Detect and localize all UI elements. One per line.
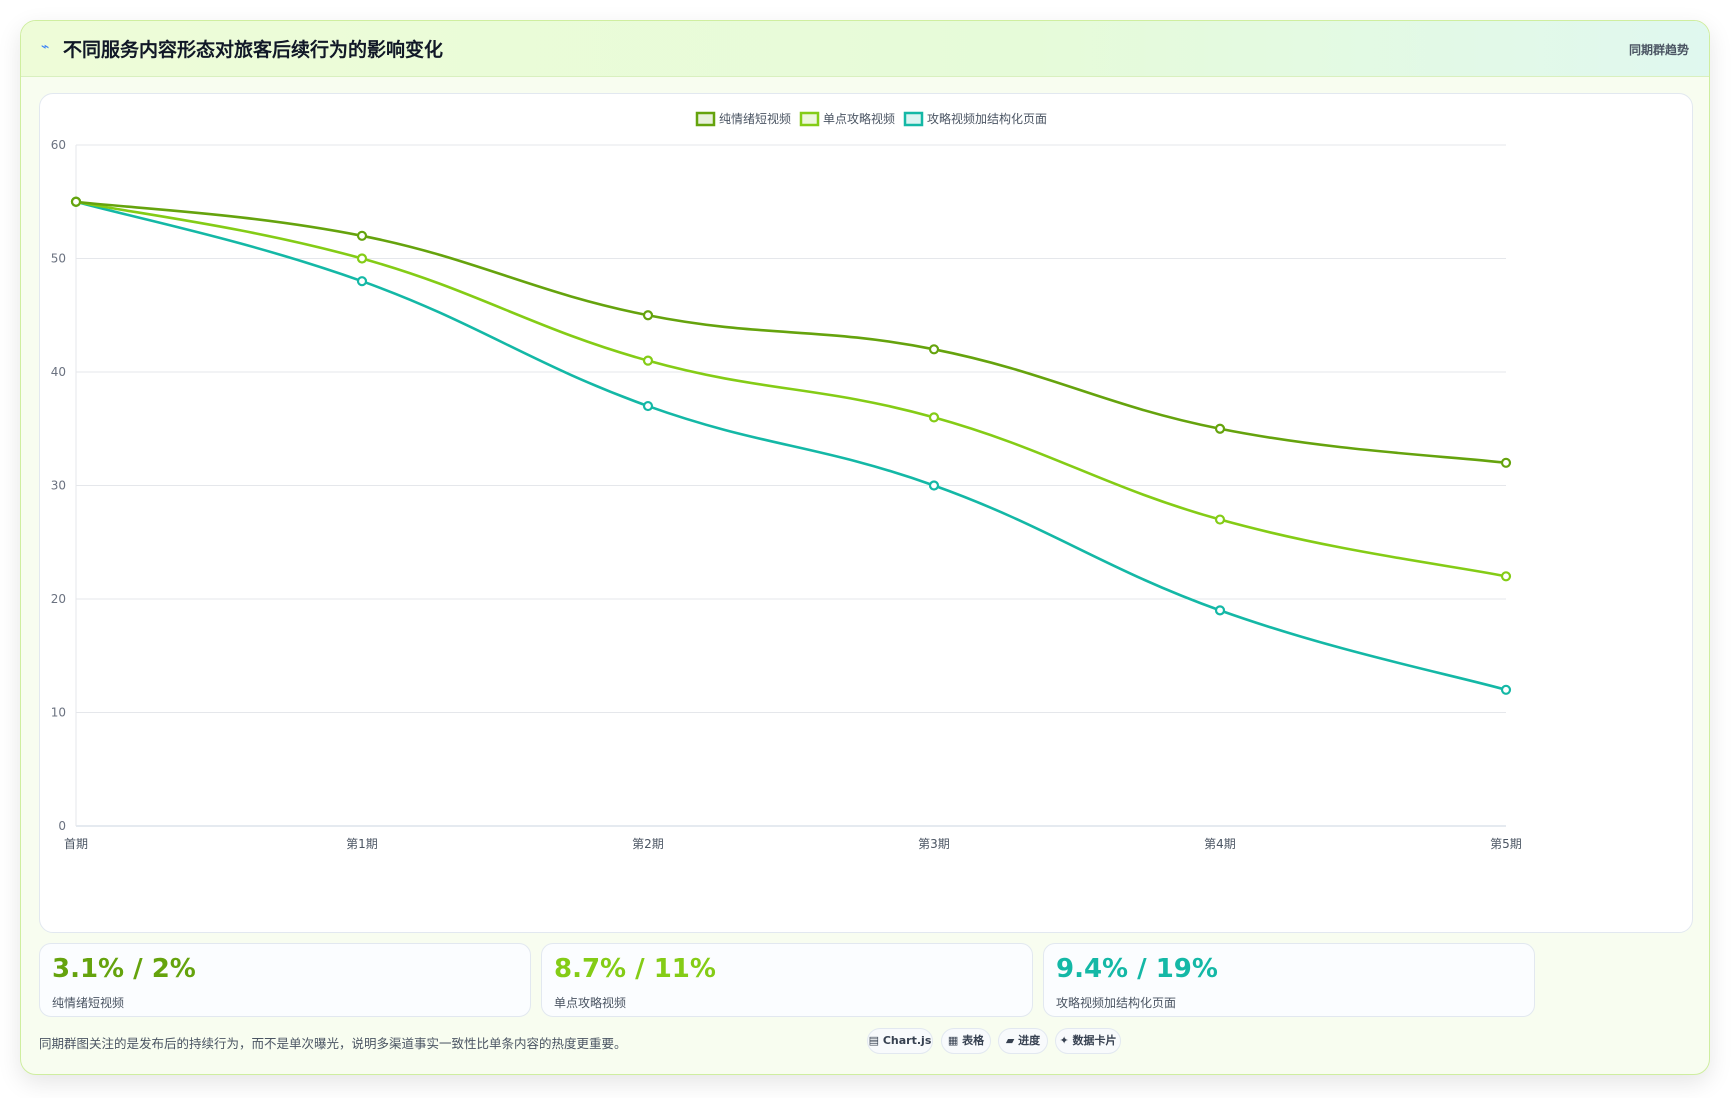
chip-label: 进度 [1018, 1034, 1041, 1047]
cohort-trend-tag: 同期群趋势 [1628, 43, 1689, 57]
stat-card-emotional: 3.1% / 2% 纯情绪短视频 [39, 943, 531, 1017]
data-point [1500, 684, 1512, 695]
lightning-icon: ⌁ [41, 39, 50, 55]
chip-label: Chart.js [882, 1034, 932, 1047]
data-point [1214, 423, 1226, 434]
stat-label: 攻略视频加结构化页面 [1056, 996, 1177, 1010]
y-tick-label: 10 [51, 706, 66, 720]
data-point [356, 253, 368, 264]
data-point [928, 344, 940, 355]
x-tick-label: 首期 [64, 837, 88, 851]
x-tick-label: 第2期 [632, 837, 664, 851]
legend-label: 单点攻略视频 [823, 111, 895, 126]
card-header: ⌁ 不同服务内容形态对旅客后续行为的影响变化 同期群趋势 [21, 21, 1709, 77]
chart-card: ⌁ 不同服务内容形态对旅客后续行为的影响变化 同期群趋势 0 10 20 30 40 50… [20, 20, 1710, 1075]
x-tick-label: 第1期 [346, 837, 378, 851]
stat-card-guide-structured: 9.4% / 19% 攻略视频加结构化页面 [1043, 943, 1535, 1017]
line-chart: 0 10 20 30 40 50 60 首期 第1期 第2期 第3期 第4期 第5期 纯情绪短视频 单点攻略… [51, 111, 1522, 851]
stat-value: 9.4% / 19% [1056, 954, 1218, 984]
y-tick-label: 60 [51, 138, 66, 152]
y-tick-label: 40 [51, 365, 66, 379]
series-line [75, 200, 1507, 578]
data-point [356, 230, 368, 241]
data-point [928, 412, 940, 423]
stat-card-single-guide: 8.7% / 11% 单点攻略视频 [541, 943, 1033, 1017]
y-tick-label: 20 [51, 592, 66, 606]
chart-footnote: 同期群图关注的是发布后的持续行为，而不是单次曝光，说明多渠道事实一致性比单条内容… [39, 1036, 627, 1051]
table-icon: ▦ [947, 1034, 959, 1047]
data-point [1214, 514, 1226, 525]
series-line [75, 200, 1507, 465]
stat-label: 单点攻略视频 [554, 996, 627, 1010]
data-point [928, 480, 940, 491]
chart-panel: 0 10 20 30 40 50 60 首期 第1期 第2期 第3期 第4期 第5期 纯情绪短视频 单点攻略… [39, 93, 1693, 933]
y-tick-label: 0 [58, 819, 66, 833]
data-point [642, 355, 654, 366]
data-point [70, 196, 82, 207]
card-title: 不同服务内容形态对旅客后续行为的影响变化 [63, 39, 444, 61]
chip-label: 表格 [962, 1034, 985, 1047]
y-tick-label: 50 [51, 252, 66, 266]
x-tick-label: 第3期 [918, 837, 950, 851]
data-point [356, 276, 368, 287]
data-point [1214, 605, 1226, 616]
chart-icon: ▤ [868, 1034, 880, 1047]
sparkle-icon: ✦ [1059, 1034, 1069, 1047]
legend-swatch [695, 111, 716, 127]
chip-progress[interactable]: ▰ 进度 [998, 1028, 1048, 1054]
data-point [1500, 457, 1512, 468]
chip-data-card[interactable]: ✦ 数据卡片 [1055, 1028, 1121, 1054]
chip-label: 数据卡片 [1072, 1034, 1117, 1047]
data-point [642, 310, 654, 321]
stat-label: 纯情绪短视频 [52, 996, 125, 1010]
chip-table[interactable]: ▦ 表格 [941, 1028, 991, 1054]
legend-label: 攻略视频加结构化页面 [927, 111, 1047, 126]
chip-chartjs[interactable]: ▤ Chart.js [867, 1028, 933, 1054]
data-point [642, 400, 654, 412]
stat-value: 3.1% / 2% [52, 954, 196, 984]
progress-icon: ▰ [1005, 1034, 1015, 1047]
legend-swatch [799, 111, 820, 127]
y-tick-label: 30 [51, 479, 66, 493]
data-point [1500, 571, 1512, 582]
x-tick-label: 第5期 [1490, 837, 1522, 851]
stat-value: 8.7% / 11% [554, 954, 716, 984]
legend-label: 纯情绪短视频 [719, 111, 791, 126]
series-line [75, 200, 1507, 692]
x-tick-label: 第4期 [1204, 837, 1236, 851]
legend-swatch [903, 111, 924, 127]
